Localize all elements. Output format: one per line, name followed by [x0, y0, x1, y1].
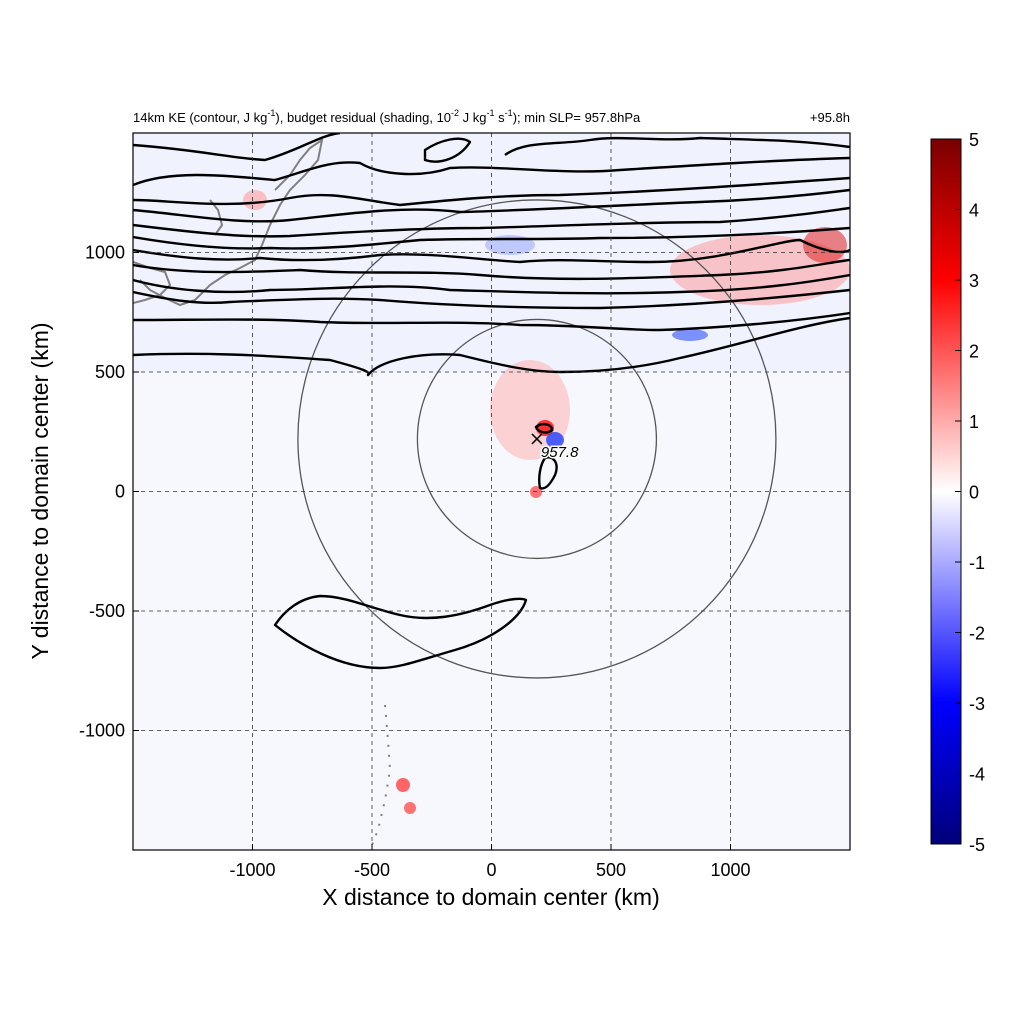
x-tick-label: 1000 [710, 860, 750, 880]
storm-center-marker: 957.8 [531, 433, 581, 462]
ke-contour-9 [133, 238, 850, 264]
range-rings [297, 199, 777, 679]
shading-red-south [530, 486, 542, 498]
y-axis: -1000 -500 0 500 1000 [79, 243, 139, 741]
y-axis-label: Y distance to domain center (km) [27, 322, 53, 659]
colorbar-tick-label: -3 [969, 694, 985, 714]
storm-center-x [531, 433, 543, 445]
colorbar-tick-label: 1 [969, 412, 979, 432]
colorbar: 5 4 3 2 1 0 -1 -2 -3 -4 -5 [930, 130, 985, 855]
x-axis-label: X distance to domain center (km) [322, 884, 659, 910]
y-tick-label: 0 [115, 482, 125, 502]
ke-contour-2 [423, 137, 472, 163]
coastline-japan [139, 137, 324, 307]
range-ring [416, 318, 658, 560]
y-tick-label: -1000 [79, 721, 125, 741]
coastline-ryukyu [369, 704, 392, 850]
x-tick-label: 500 [596, 860, 626, 880]
ke-contour-4 [133, 156, 850, 187]
forecast-time-label: +95.8h [810, 110, 850, 125]
x-tick-label: -500 [354, 860, 390, 880]
shading-blue-east [672, 329, 708, 341]
colorbar-tick-label: 2 [969, 342, 979, 362]
ke-contour-1 [133, 133, 341, 162]
ke-contour-south [273, 594, 528, 670]
colorbar-tick-label: 0 [969, 483, 979, 503]
coastline-islands [209, 199, 224, 236]
colorbar-ticks: 5 4 3 2 1 0 -1 -2 -3 -4 -5 [955, 130, 985, 855]
ke-contour-14 [133, 316, 850, 377]
ke-contours [133, 133, 850, 670]
x-axis: -1000 -500 0 500 1000 [229, 844, 751, 880]
ke-contour-11 [133, 273, 850, 295]
colorbar-tick-label: -4 [969, 765, 985, 785]
shading-red-ne-strong [803, 227, 847, 263]
ke-contour-10 [133, 258, 850, 281]
chart-title: 14km KE (contour, J kg-1), budget residu… [133, 108, 641, 125]
colorbar-tick-label: 4 [969, 201, 979, 221]
ke-contour-3 [504, 136, 850, 156]
y-tick-label: -500 [89, 601, 125, 621]
x-tick-label: -1000 [229, 860, 275, 880]
shading-red-sw-1 [396, 778, 410, 792]
range-ring [297, 199, 777, 679]
colorbar-tick-label: -2 [969, 624, 985, 644]
ke-contour-6 [133, 188, 850, 223]
shading-red-nw [243, 190, 267, 210]
shading-red-sw-2 [404, 802, 416, 814]
ke-contour-7 [133, 206, 850, 238]
shading-blue-core [546, 432, 564, 448]
ke-contour-core [534, 422, 554, 434]
ke-contour-12 [133, 288, 850, 310]
ke-contour-8 [133, 226, 850, 250]
colorbar-tick-label: -5 [969, 835, 985, 855]
plot-area: 957.8 [132, 132, 851, 851]
ke-contour-13 [133, 311, 850, 332]
y-tick-label: 1000 [85, 243, 125, 263]
storm-center-pressure-label: 957.8 [541, 444, 579, 461]
x-tick-label: 0 [486, 860, 496, 880]
colorbar-tick-label: 3 [969, 271, 979, 291]
colorbar-tick-label: -1 [969, 553, 985, 573]
ke-contour-5 [133, 176, 850, 207]
colorbar-tick-label: 5 [969, 130, 979, 150]
ke-contour-core-tail [538, 456, 558, 490]
y-tick-label: 500 [95, 362, 125, 382]
